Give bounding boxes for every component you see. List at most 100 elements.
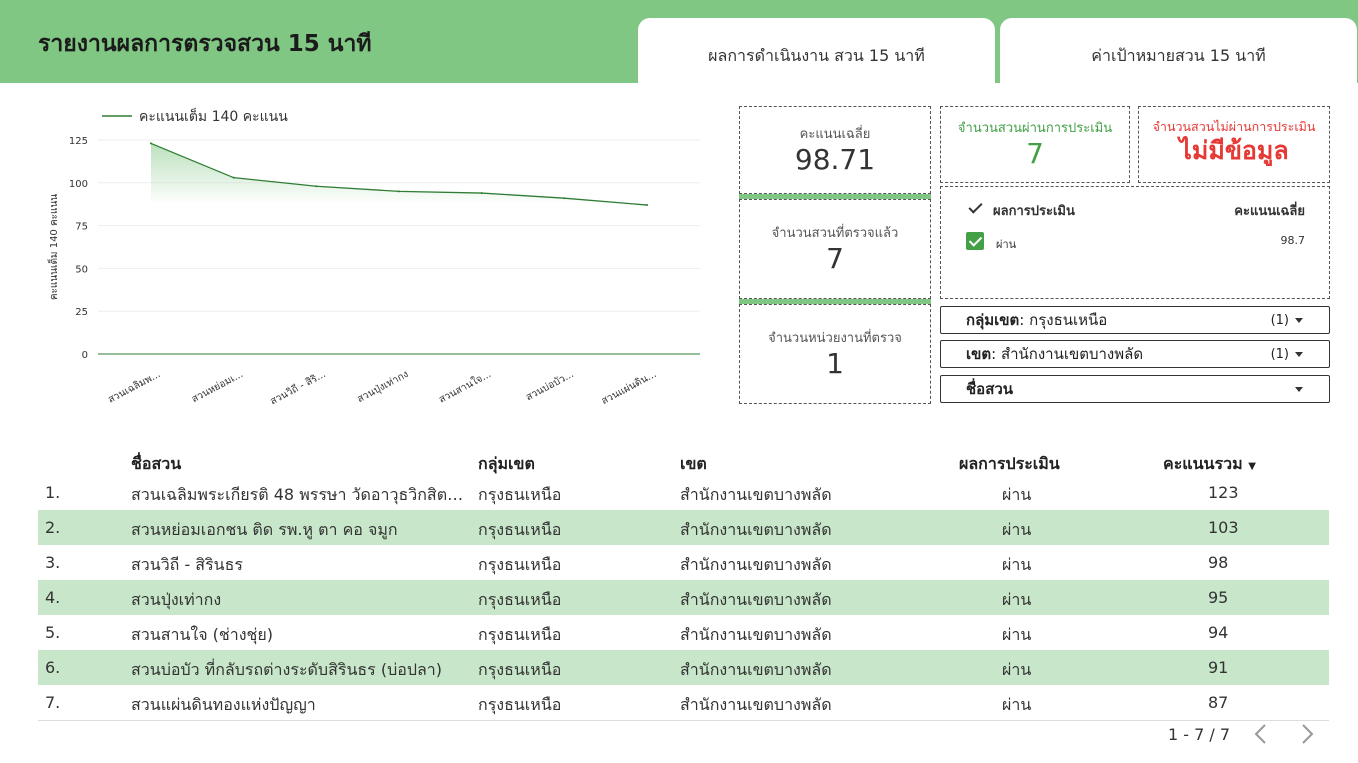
zone-group-cell: กรุงธนเหนือ xyxy=(478,590,562,609)
data-point xyxy=(480,192,483,195)
zone-group-cell: กรุงธนเหนือ xyxy=(478,625,562,644)
passed-label: จำนวนสวนผ่านการประเมิน xyxy=(957,121,1113,136)
x-tick-label: สวนปุ่งเท่ากง xyxy=(355,369,410,405)
failed-value: ไม่มีข้อมูล xyxy=(1179,136,1289,165)
row-number: 1. xyxy=(45,483,61,502)
result-cell: ผ่าน xyxy=(1002,590,1032,609)
result-cell: ผ่าน xyxy=(1002,555,1032,574)
result-cell: ผ่าน xyxy=(996,238,1017,251)
col-header-group[interactable]: กลุ่มเขต xyxy=(478,454,535,473)
col-header-district[interactable]: เขต xyxy=(680,454,707,473)
filter-value: : สำนักงานเขตบางพลัด xyxy=(991,345,1144,363)
card-accent-bar xyxy=(739,299,931,304)
prev-page-button[interactable] xyxy=(1251,722,1271,746)
chevron-down-icon xyxy=(1295,386,1303,392)
row-checkbox[interactable] xyxy=(966,232,984,250)
chevron-left-icon xyxy=(1254,724,1266,744)
units-value: 1 xyxy=(826,347,844,381)
district-cell: สำนักงานเขตบางพลัด xyxy=(680,520,832,539)
score-cell: 95 xyxy=(1208,588,1229,607)
park-name-cell: สวนบ่อบัว ที่กลับรถต่างระดับสิรินธร (บ่อ… xyxy=(131,660,443,679)
park-name-cell: สวนแผ่นดินทองแห่งปัญญา xyxy=(131,695,316,714)
avg-cell: 98.7 xyxy=(1280,234,1306,247)
table-row[interactable]: 3. สวนวิถี - สิรินธร กรุงธนเหนือ สำนักงานเข… xyxy=(38,545,1329,580)
col-header-score[interactable]: คะแนนรวม ▼ xyxy=(1163,452,1256,477)
score-cell: 94 xyxy=(1208,623,1229,642)
zone-group-cell: กรุงธนเหนือ xyxy=(478,555,562,574)
district-cell: สำนักงานเขตบางพลัด xyxy=(680,695,832,714)
park-name-cell: สวนวิถี - สิรินธร xyxy=(131,555,243,574)
filter-district[interactable]: เขต: สำนักงานเขตบางพลัด (1) xyxy=(940,340,1330,368)
table-row[interactable]: 5. สวนสานใจ (ช่างชุ่ย) กรุงธนเหนือ สำนักงาน… xyxy=(38,615,1329,650)
legend-label: คะแนนเต็ม 140 คะแนน xyxy=(139,107,288,125)
table-footer-divider xyxy=(38,720,1329,721)
result-cell: ผ่าน xyxy=(1002,520,1032,539)
score-cell: 103 xyxy=(1208,518,1239,537)
units-label: จำนวนหน่วยงานที่ตรวจ xyxy=(768,331,902,347)
result-cell: ผ่าน xyxy=(1002,695,1032,714)
avg-header: คะแนนเฉลี่ย xyxy=(1234,204,1305,219)
line-chart: 0 25 50 75 100 125 สวนเฉลิมพ... สวนหย่อมเ... สวน… xyxy=(40,100,720,430)
table-row[interactable]: 7. สวนแผ่นดินทองแห่งปัญญา กรุงธนเหนือ สำนัก… xyxy=(38,685,1329,720)
zone-group-cell: กรุงธนเหนือ xyxy=(478,520,562,539)
y-axis-label: คะแนนเต็ม 140 คะแนน xyxy=(46,194,60,300)
filter-count: (1) xyxy=(1270,312,1289,328)
select-all-checkbox[interactable] xyxy=(966,199,984,217)
table-row[interactable]: 2. สวนหย่อมเอกชน ติด รพ.หู ตา คอ จมูก กรุง… xyxy=(38,510,1329,545)
passed-value: 7 xyxy=(1026,137,1044,170)
failed-label: จำนวนสวนไม่ผ่านการประเมิน xyxy=(1152,119,1316,134)
park-name-cell: สวนเฉลิมพระเกียรติ 48 พรรษา วัดอาวุธวิกส… xyxy=(131,485,469,504)
district-cell: สำนักงานเขตบางพลัด xyxy=(680,660,832,679)
next-page-button[interactable] xyxy=(1297,722,1317,746)
result-table: ผลการประเมิน คะแนนเฉลี่ย ผ่าน 98.7 xyxy=(940,186,1330,299)
y-tick-label: 0 xyxy=(82,350,88,361)
table-row[interactable]: 1. สวนเฉลิมพระเกียรติ 48 พรรษา วัดอาวุธวิ… xyxy=(38,475,1329,510)
park-name-cell: สวนปุ่งเท่ากง xyxy=(131,590,222,609)
check-icon xyxy=(966,199,984,217)
score-cell: 123 xyxy=(1208,483,1239,502)
zone-group-cell: กรุงธนเหนือ xyxy=(478,695,562,714)
chevron-down-icon xyxy=(1295,317,1303,323)
row-number: 4. xyxy=(45,588,61,607)
col-header-score-label: คะแนนรวม xyxy=(1163,454,1243,473)
y-tick-label: 25 xyxy=(75,307,88,318)
score-cell: 91 xyxy=(1208,658,1229,677)
units-card: จำนวนหน่วยงานที่ตรวจ 1 xyxy=(739,304,931,404)
filter-label: กลุ่มเขต xyxy=(966,311,1020,329)
row-number: 3. xyxy=(45,553,61,572)
tab-targets[interactable]: ค่าเป้าหมายสวน 15 นาที xyxy=(1000,18,1357,83)
row-number: 7. xyxy=(45,693,61,712)
park-name-cell: สวนสานใจ (ช่างชุ่ย) xyxy=(131,625,274,644)
table-row[interactable]: 4. สวนปุ่งเท่ากง กรุงธนเหนือ สำนักงานเขตบาง… xyxy=(38,580,1329,615)
filter-value: : กรุงธนเหนือ xyxy=(1019,311,1108,329)
checked-label: จำนวนสวนที่ตรวจแล้ว xyxy=(771,226,899,242)
district-cell: สำนักงานเขตบางพลัด xyxy=(680,590,832,609)
result-cell: ผ่าน xyxy=(1002,625,1032,644)
failed-card: จำนวนสวนไม่ผ่านการประเมิน ไม่มีข้อมูล xyxy=(1138,106,1330,183)
tab-performance[interactable]: ผลการดำเนินงาน สวน 15 นาที xyxy=(638,18,995,83)
result-cell: ผ่าน xyxy=(1002,485,1032,504)
x-tick-label: สวนบ่อบัว... xyxy=(524,369,575,403)
filter-zone-group[interactable]: กลุ่มเขต: กรุงธนเหนือ (1) xyxy=(940,306,1330,334)
result-cell: ผ่าน xyxy=(1002,660,1032,679)
data-point xyxy=(563,197,566,200)
data-point xyxy=(398,190,400,193)
col-header-name[interactable]: ชื่อสวน xyxy=(131,454,182,473)
filter-label: ชื่อสวน xyxy=(966,380,1014,398)
x-tick-label: สวนวิถี - สิริ... xyxy=(268,368,328,407)
x-tick-label: สวนแผ่นดิน... xyxy=(600,369,659,407)
y-tick-label: 75 xyxy=(75,222,88,233)
col-header-result[interactable]: ผลการประเมิน xyxy=(959,454,1060,473)
checkbox-checked-icon xyxy=(966,232,984,250)
y-tick-label: 100 xyxy=(69,179,88,190)
avg-score-label: คะแนนเฉลี่ย xyxy=(799,127,871,143)
filter-count: (1) xyxy=(1270,346,1289,362)
district-cell: สำนักงานเขตบางพลัด xyxy=(680,485,832,504)
row-number: 5. xyxy=(45,623,61,642)
data-point xyxy=(150,142,152,145)
table-row[interactable]: 6. สวนบ่อบัว ที่กลับรถต่างระดับสิรินธร (บ… xyxy=(38,650,1329,685)
avg-score-card: คะแนนเฉลี่ย 98.71 xyxy=(739,106,931,194)
data-point xyxy=(315,185,318,188)
filter-park-name[interactable]: ชื่อสวน xyxy=(940,375,1330,403)
x-tick-label: สวนสานใจ... xyxy=(437,368,493,406)
